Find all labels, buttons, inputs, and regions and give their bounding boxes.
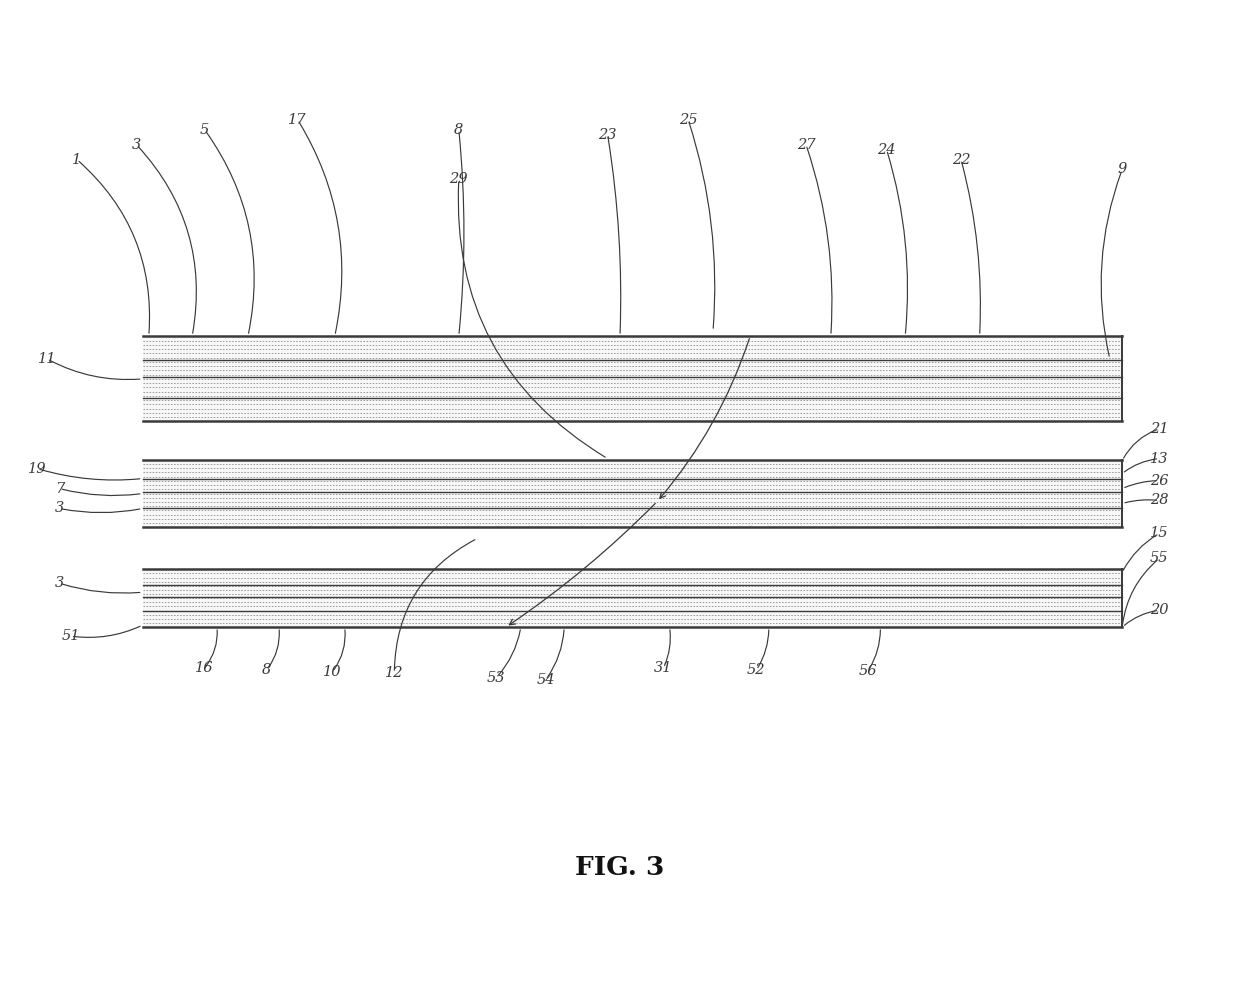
Text: 3: 3 (131, 138, 141, 152)
Text: 11: 11 (38, 352, 56, 366)
Text: 23: 23 (599, 128, 616, 142)
Text: 15: 15 (1151, 526, 1168, 540)
Text: 31: 31 (655, 661, 672, 675)
Text: 3: 3 (55, 576, 64, 590)
Text: 17: 17 (289, 113, 306, 127)
Text: 8: 8 (454, 123, 464, 137)
Text: 24: 24 (878, 143, 895, 157)
Text: 1: 1 (72, 153, 82, 166)
Text: 13: 13 (1151, 452, 1168, 466)
Text: 22: 22 (952, 153, 970, 166)
Text: 21: 21 (1151, 422, 1168, 436)
Text: 56: 56 (859, 664, 877, 678)
Text: 28: 28 (1151, 494, 1168, 507)
Text: 51: 51 (62, 629, 79, 643)
Text: 27: 27 (797, 138, 815, 152)
Text: 20: 20 (1151, 603, 1168, 617)
Text: FIG. 3: FIG. 3 (575, 854, 665, 880)
Text: 8: 8 (262, 663, 272, 677)
Text: 29: 29 (450, 172, 467, 186)
Bar (143, 460, 1122, 527)
Text: 12: 12 (386, 666, 403, 680)
Text: 53: 53 (487, 671, 505, 685)
Text: 26: 26 (1151, 474, 1168, 488)
Text: 52: 52 (748, 663, 765, 677)
Bar (143, 337, 1122, 422)
Text: 55: 55 (1151, 551, 1168, 565)
Bar (143, 569, 1122, 627)
Text: 54: 54 (537, 673, 554, 687)
Text: 3: 3 (55, 501, 64, 515)
Text: 10: 10 (324, 665, 341, 679)
Text: 16: 16 (196, 661, 213, 675)
Text: 9: 9 (1117, 163, 1127, 176)
Text: 25: 25 (680, 113, 697, 127)
Text: 7: 7 (55, 482, 64, 496)
Text: 5: 5 (200, 123, 210, 137)
Text: 19: 19 (29, 462, 46, 476)
